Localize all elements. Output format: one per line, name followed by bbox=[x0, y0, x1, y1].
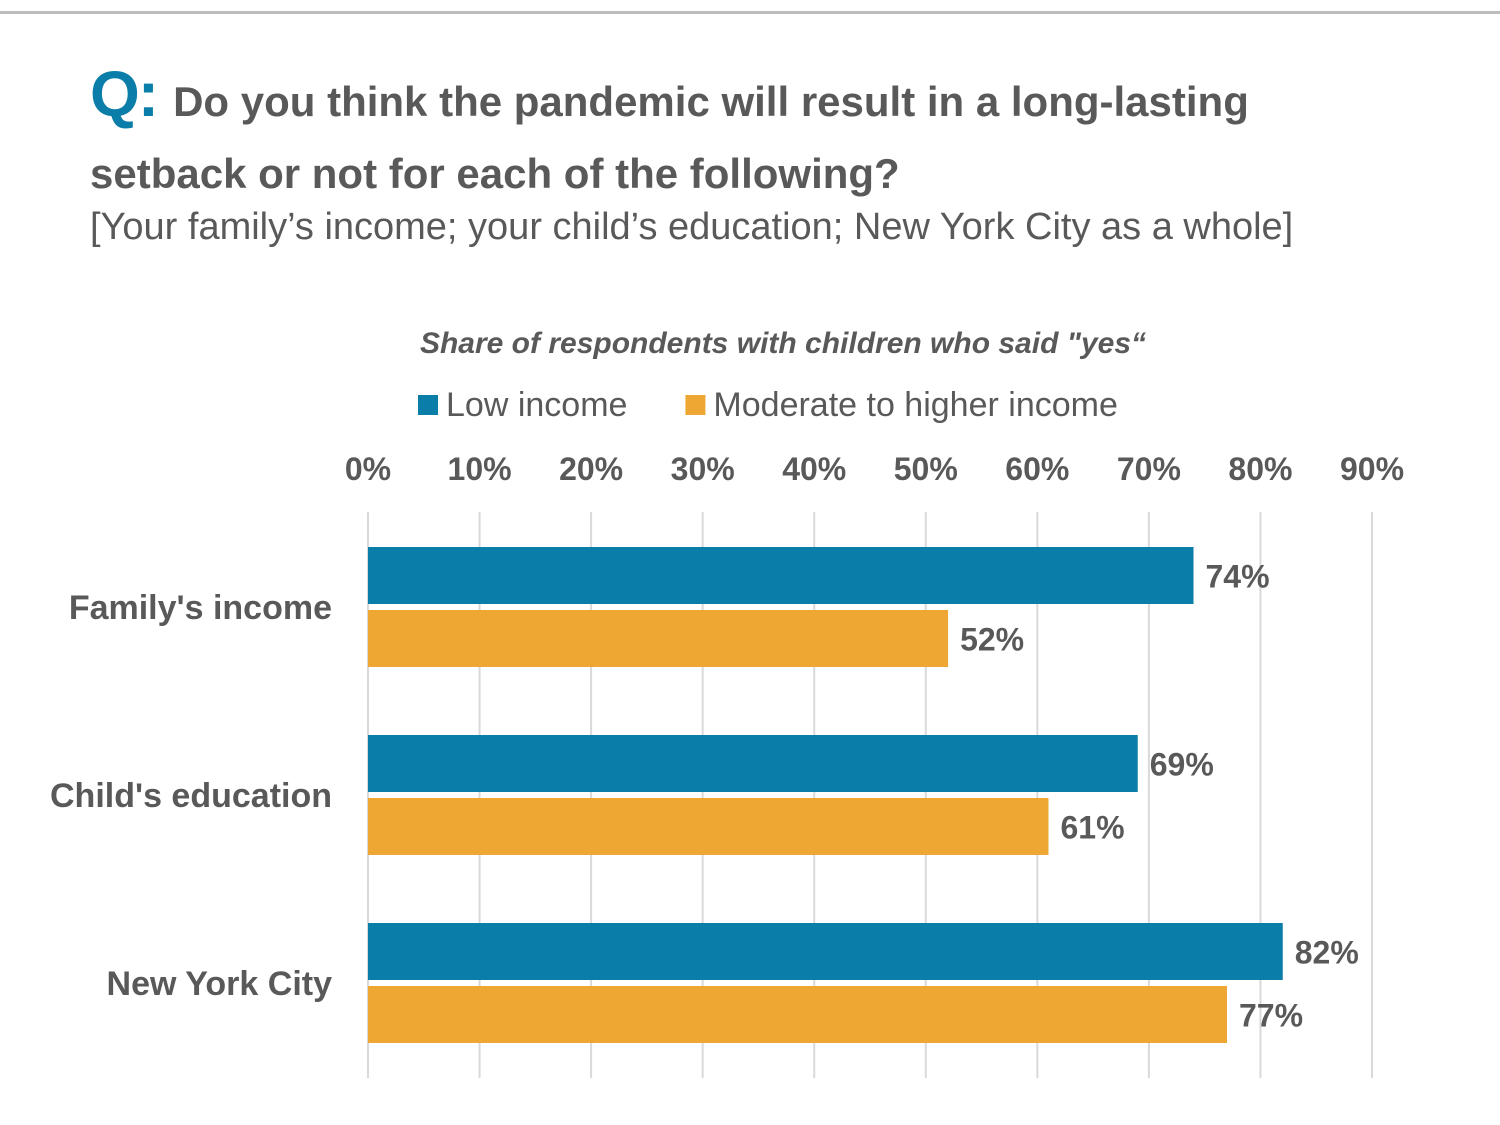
legend-label-low-income: Low income bbox=[446, 386, 627, 424]
chart-title: Share of respondents with children who s… bbox=[420, 327, 1146, 360]
x-tick-label-60: 60% bbox=[1005, 451, 1069, 487]
data-label-child-s-education-low-income: 69% bbox=[1150, 747, 1214, 783]
bar-new-york-city-low-income bbox=[368, 923, 1283, 980]
x-tick-label-70: 70% bbox=[1117, 451, 1181, 487]
bar-new-york-city-moderate-to-higher-income bbox=[368, 986, 1227, 1043]
data-label-new-york-city-moderate-to-higher-income: 77% bbox=[1239, 998, 1303, 1034]
data-label-new-york-city-low-income: 82% bbox=[1295, 935, 1359, 971]
x-tick-label-10: 10% bbox=[448, 451, 512, 487]
x-tick-label-90: 90% bbox=[1340, 451, 1404, 487]
legend-swatch-low-income bbox=[418, 395, 438, 415]
bar-child-s-education-low-income bbox=[368, 735, 1138, 792]
top-divider bbox=[0, 11, 1500, 14]
x-tick-label-0: 0% bbox=[345, 451, 391, 487]
bar-family-s-income-moderate-to-higher-income bbox=[368, 610, 949, 667]
bar-child-s-education-moderate-to-higher-income bbox=[368, 798, 1049, 855]
question-header: Q: Do you think the pandemic will result… bbox=[90, 62, 1470, 250]
data-label-child-s-education-moderate-to-higher-income: 61% bbox=[1060, 810, 1124, 846]
category-label-child-s-education: Child's education bbox=[50, 777, 332, 815]
category-label-family-s-income: Family's income bbox=[69, 589, 332, 627]
question-subtext: [Your family’s income; your child’s educ… bbox=[90, 206, 1294, 249]
x-tick-label-80: 80% bbox=[1228, 451, 1292, 487]
x-tick-label-20: 20% bbox=[559, 451, 623, 487]
question-text-line-2: setback or not for each of the following… bbox=[90, 150, 900, 197]
category-label-new-york-city: New York City bbox=[107, 965, 333, 1003]
data-label-family-s-income-low-income: 74% bbox=[1206, 559, 1270, 595]
question-text-line-1: Do you think the pandemic will result in… bbox=[173, 78, 1249, 125]
x-tick-label-30: 30% bbox=[671, 451, 735, 487]
question-marker: Q: bbox=[90, 58, 159, 130]
x-tick-label-50: 50% bbox=[894, 451, 958, 487]
x-tick-label-40: 40% bbox=[782, 451, 846, 487]
legend-label-moderate-to-higher-income: Moderate to higher income bbox=[713, 386, 1117, 424]
legend-swatch-moderate-to-higher-income bbox=[685, 395, 706, 415]
bar-family-s-income-low-income bbox=[368, 547, 1194, 604]
data-label-family-s-income-moderate-to-higher-income: 52% bbox=[960, 622, 1024, 658]
question-line-1: Q: Do you think the pandemic will result… bbox=[90, 62, 1470, 150]
